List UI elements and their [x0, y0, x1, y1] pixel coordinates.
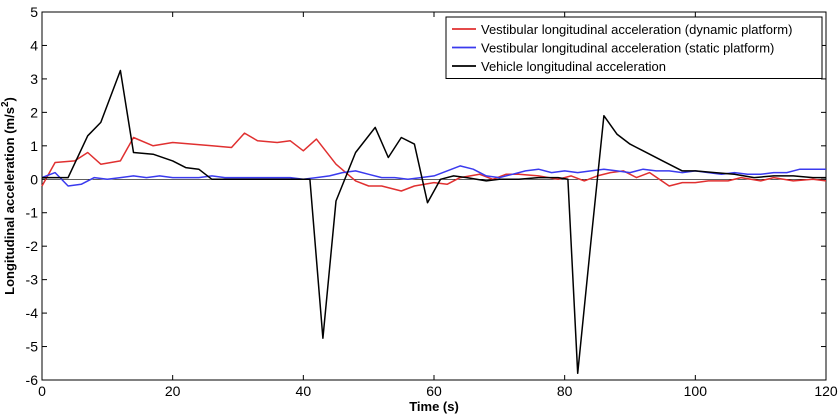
axis-ticks: 0 20 40 60 80 100 120 -6 -5 -4 -3 -2 -1 0 1 2 3 4 5 [26, 4, 838, 399]
legend-entries: Vestibular longitudinal acceleration (dy… [452, 22, 792, 74]
x-axis-label: Time (s) [409, 399, 459, 414]
y-tick-label: 3 [30, 71, 38, 87]
y-tick-label: 4 [30, 37, 38, 53]
legend-label-1: Vestibular longitudinal acceleration (dy… [481, 22, 792, 37]
y-axis-label-main: Longitudinal acceleration (m/s [2, 107, 17, 295]
legend: Vestibular longitudinal acceleration (dy… [445, 16, 823, 79]
y-tick-label: -6 [26, 372, 39, 388]
y-axis-label-superscript: 2 [0, 101, 11, 107]
y-tick-label: 0 [30, 171, 38, 187]
y-axis-label-close: ) [2, 97, 17, 101]
legend-label-2: Vestibular longitudinal acceleration (st… [481, 41, 774, 56]
x-tick-label: 20 [165, 383, 181, 399]
x-tick-label: 120 [814, 383, 838, 399]
y-tick-label: -4 [26, 305, 39, 321]
x-tick-label: 80 [557, 383, 573, 399]
x-tick-label: 60 [426, 383, 442, 399]
legend-label-3: Vehicle longitudinal acceleration [481, 59, 666, 74]
y-tick-label: -3 [26, 272, 39, 288]
y-tick-label: -1 [26, 205, 39, 221]
series-line-1 [41, 132, 827, 192]
legend-box [445, 16, 823, 79]
y-tick-label: 2 [30, 104, 38, 120]
y-axis-label: Longitudinal acceleration (m/s2) [0, 97, 17, 295]
y-tick-label: -5 [26, 339, 39, 355]
y-tick-label: 1 [30, 138, 38, 154]
y-tick-label: -2 [26, 238, 39, 254]
x-tick-label: 40 [296, 383, 312, 399]
series-line-3 [42, 69, 826, 375]
x-tick-label: 0 [38, 383, 46, 399]
y-tick-label: 5 [30, 4, 38, 20]
x-tick-label: 100 [684, 383, 708, 399]
series-layer [41, 69, 827, 375]
